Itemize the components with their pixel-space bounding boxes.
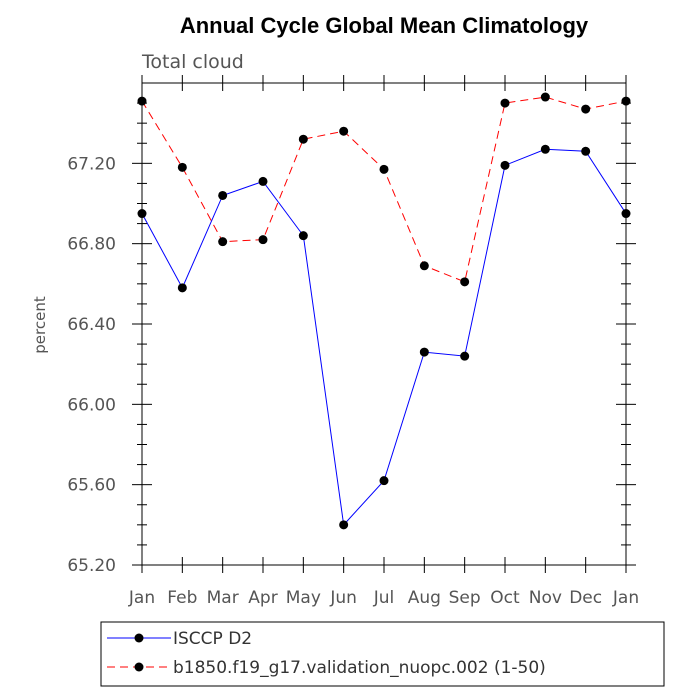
y-tick-label: 67.20 xyxy=(67,154,116,174)
x-tick-label: Feb xyxy=(167,588,197,608)
x-tick-labels: Jan Feb Mar Apr May Jun Jul Aug Sep Oct Nov Dec Jan xyxy=(128,588,639,608)
legend-box xyxy=(100,621,665,687)
series-1-point xyxy=(379,476,389,486)
series-2-point xyxy=(218,237,228,247)
series-2-point xyxy=(460,277,470,287)
series-1-point xyxy=(258,176,268,186)
y-tick-label: 65.20 xyxy=(67,556,116,576)
series-1-point xyxy=(581,146,591,156)
y-tick-label: 66.80 xyxy=(67,235,116,255)
y-tick-labels: 65.20 65.60 66.00 66.40 66.80 67.20 xyxy=(67,154,116,576)
x-tick-label: Apr xyxy=(248,588,277,608)
series-2-point xyxy=(177,162,187,172)
series-1-point xyxy=(500,160,510,170)
series-2-point xyxy=(137,96,147,106)
series-1-point xyxy=(298,231,308,241)
series-2-point xyxy=(298,134,308,144)
y-tick-label: 66.40 xyxy=(67,315,116,335)
legend: ISCCP D2 b1850.f19_g17.validation_nuopc.… xyxy=(100,621,665,687)
x-tick-label: Nov xyxy=(529,588,562,608)
x-tick-label: Jul xyxy=(373,588,395,608)
series-1-point xyxy=(137,209,147,219)
x-tick-label: Jun xyxy=(329,588,357,608)
series-1-point xyxy=(621,209,631,219)
series-2-point xyxy=(540,92,550,102)
x-tick-label: Dec xyxy=(569,588,602,608)
series-layer xyxy=(137,92,631,530)
series-2-point xyxy=(419,261,429,271)
y-axis-label: percent xyxy=(31,296,49,354)
chart-title: Annual Cycle Global Mean Climatology xyxy=(180,13,589,38)
series-line-2 xyxy=(141,96,627,283)
legend-marker-series-1 xyxy=(134,633,144,643)
series-2-point xyxy=(581,104,591,114)
series-2-point xyxy=(621,96,631,106)
y-tick-label: 66.00 xyxy=(67,395,116,415)
x-tick-label: Jan xyxy=(128,588,155,608)
series-1-point xyxy=(339,520,349,530)
legend-label-series-2: b1850.f19_g17.validation_nuopc.002 (1-50… xyxy=(173,658,546,678)
legend-marker-series-2 xyxy=(134,662,144,672)
axis-ticks xyxy=(132,75,636,573)
x-tick-label: Jan xyxy=(612,588,639,608)
y-tick-label: 65.60 xyxy=(67,476,116,496)
chart-subtitle: Total cloud xyxy=(141,51,244,73)
series-1-point xyxy=(460,351,470,361)
legend-label-series-1: ISCCP D2 xyxy=(173,629,252,649)
series-line-1 xyxy=(141,148,627,526)
x-tick-label: Sep xyxy=(449,588,481,608)
series-1-point xyxy=(540,144,550,154)
series-1-point xyxy=(218,190,228,200)
x-tick-label: Aug xyxy=(408,588,441,608)
plot-frame xyxy=(141,82,627,566)
series-2-point xyxy=(379,164,389,174)
x-tick-label: May xyxy=(286,588,321,608)
x-tick-label: Oct xyxy=(490,588,520,608)
series-2-point xyxy=(339,126,349,136)
series-1-point xyxy=(177,283,187,293)
series-2-point xyxy=(500,98,510,108)
x-tick-label: Mar xyxy=(207,588,239,608)
series-1-point xyxy=(419,347,429,357)
series-2-point xyxy=(258,235,268,245)
